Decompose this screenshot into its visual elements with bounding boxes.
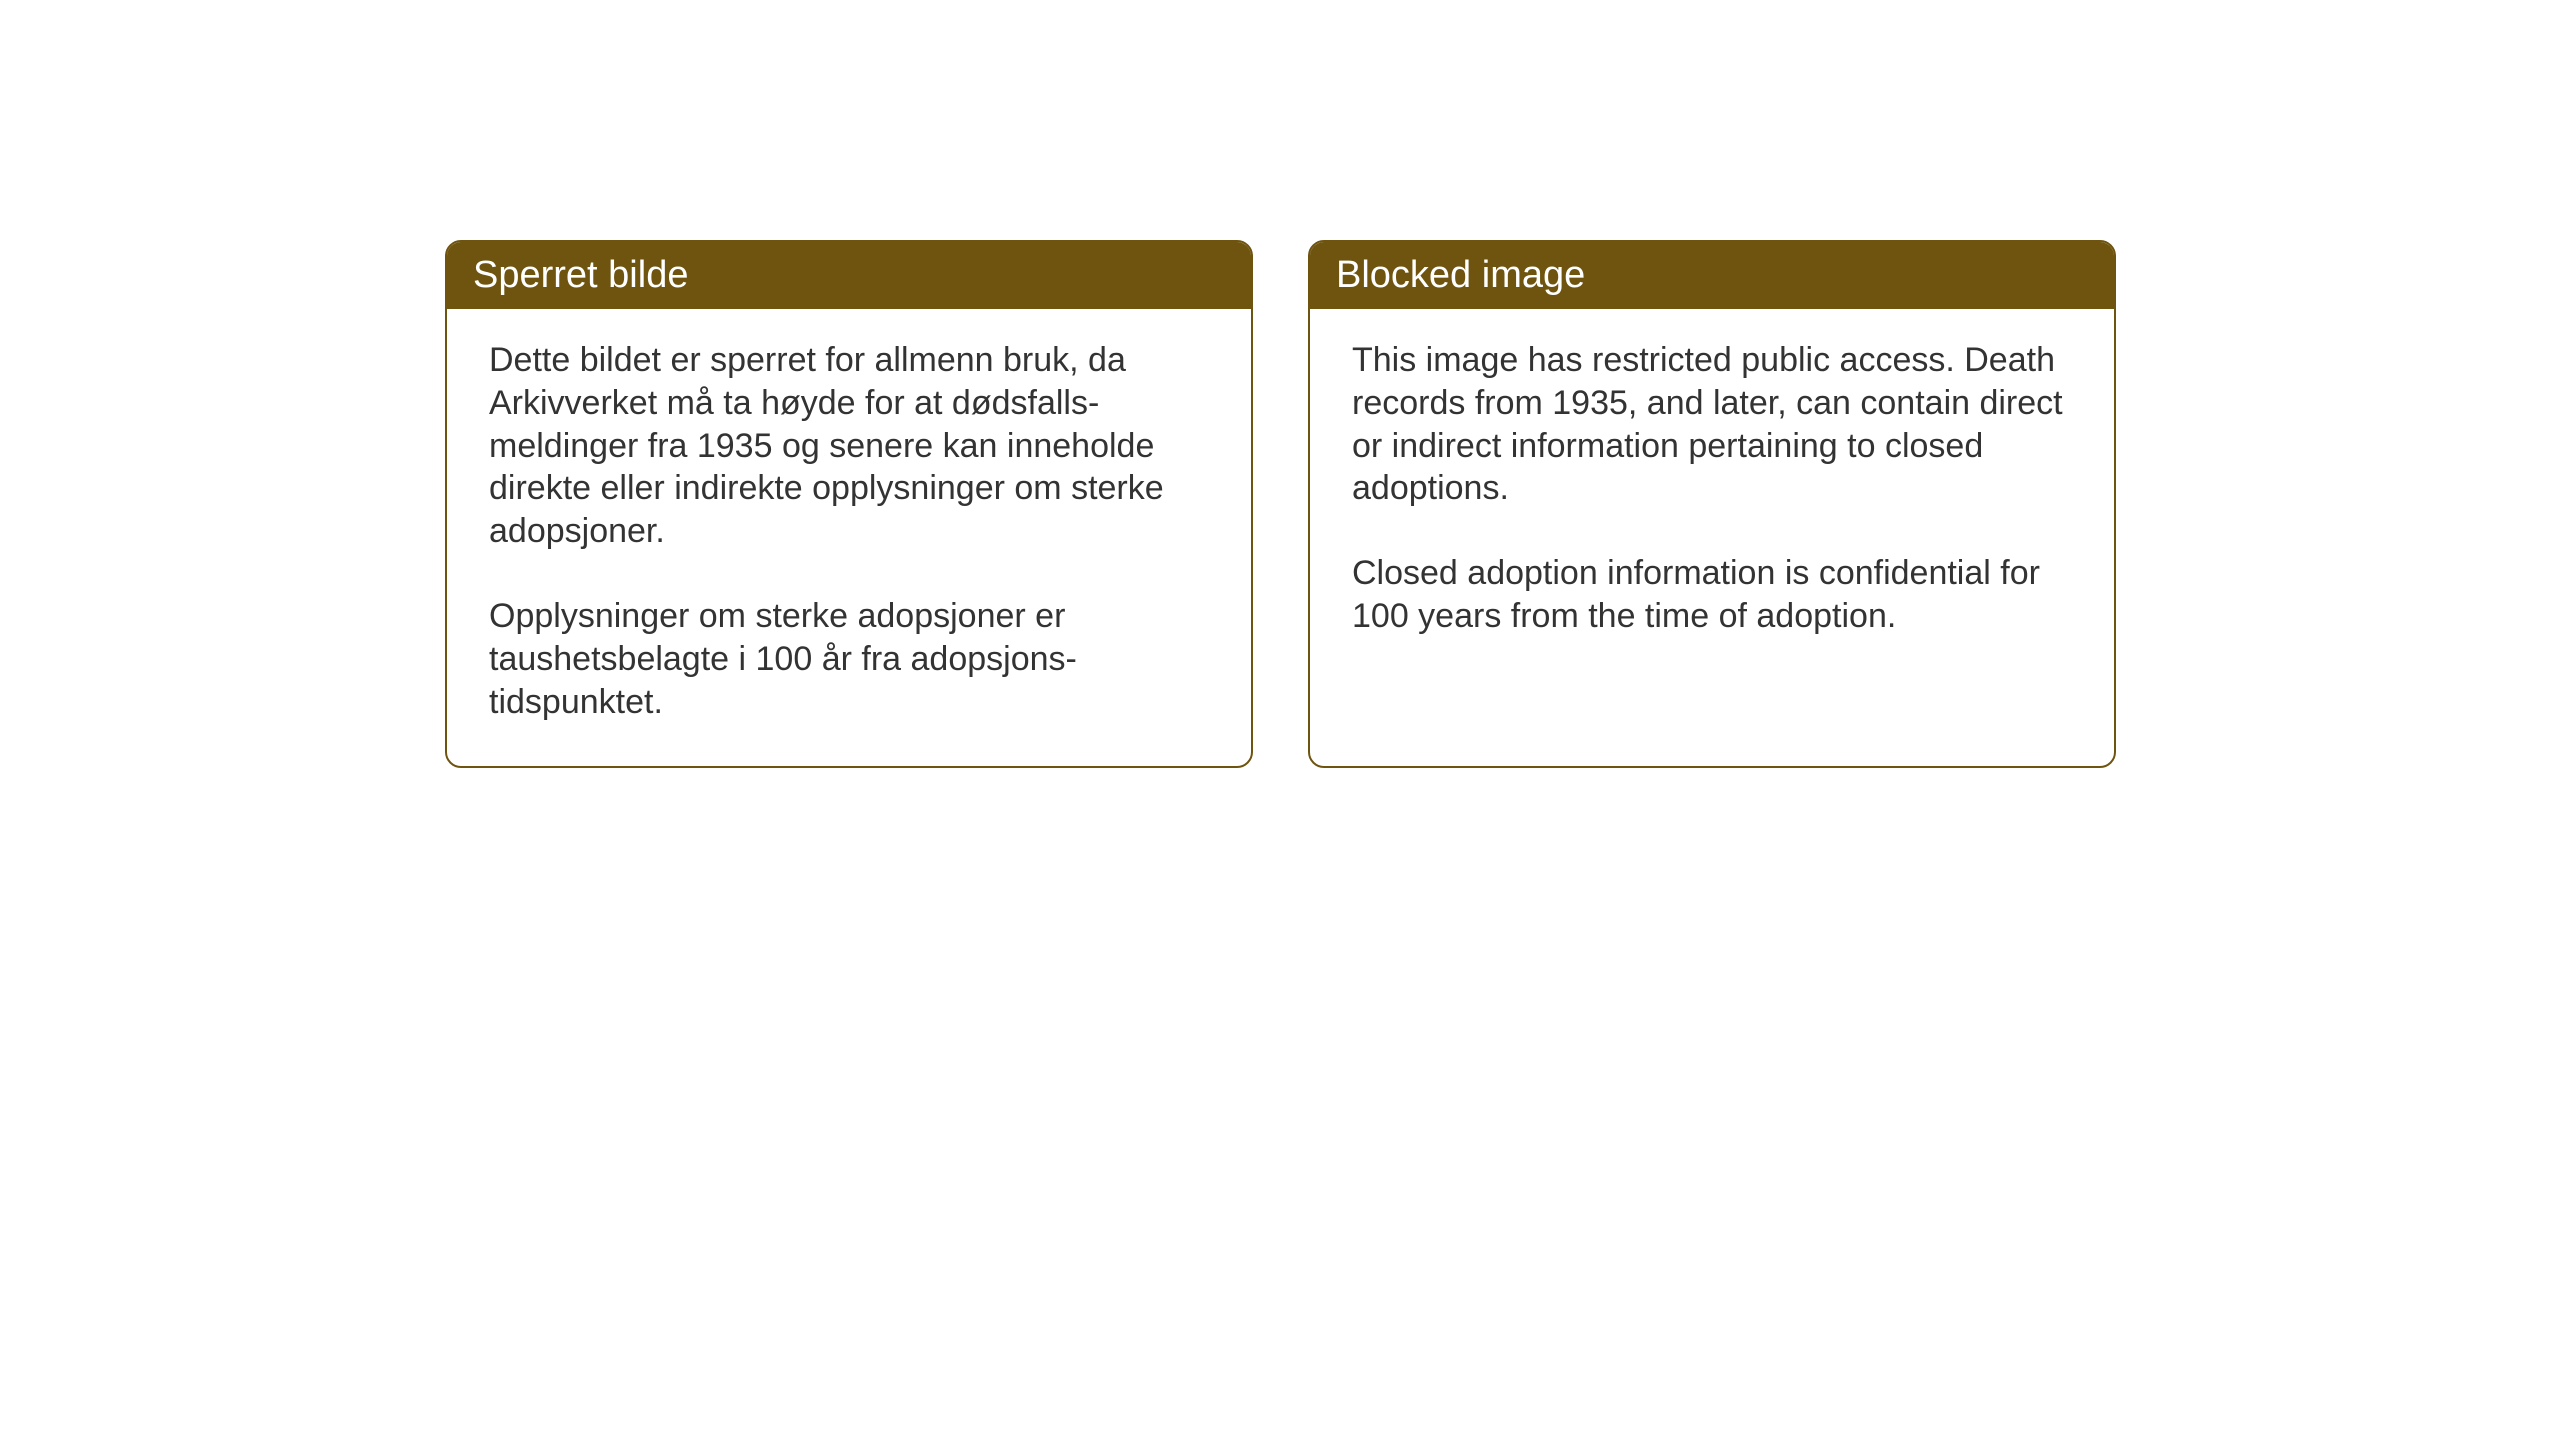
notice-header-english: Blocked image: [1310, 242, 2114, 309]
notice-body-english: This image has restricted public access.…: [1310, 309, 2114, 680]
notice-box-english: Blocked image This image has restricted …: [1308, 240, 2116, 768]
notice-body-norwegian: Dette bildet er sperret for allmenn bruk…: [447, 309, 1251, 766]
notice-paragraph: This image has restricted public access.…: [1352, 339, 2072, 510]
notice-header-norwegian: Sperret bilde: [447, 242, 1251, 309]
notices-container: Sperret bilde Dette bildet er sperret fo…: [445, 240, 2116, 768]
notice-paragraph: Closed adoption information is confident…: [1352, 552, 2072, 638]
notice-box-norwegian: Sperret bilde Dette bildet er sperret fo…: [445, 240, 1253, 768]
notice-paragraph: Dette bildet er sperret for allmenn bruk…: [489, 339, 1209, 553]
notice-paragraph: Opplysninger om sterke adopsjoner er tau…: [489, 595, 1209, 723]
